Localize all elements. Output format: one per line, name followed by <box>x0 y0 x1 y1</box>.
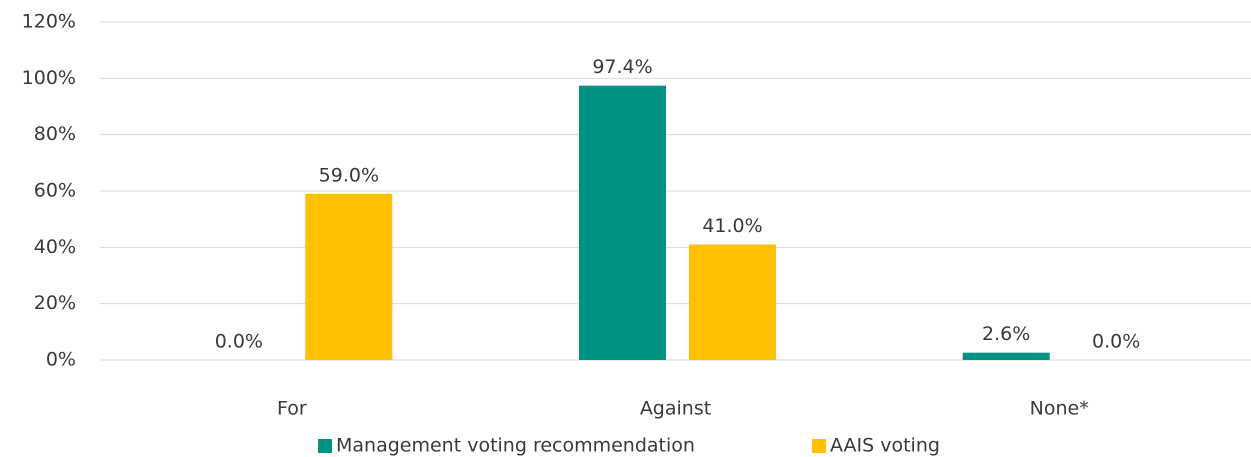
legend-swatch <box>812 439 826 453</box>
bar <box>962 352 1050 360</box>
data-label: 97.4% <box>592 56 652 78</box>
y-tick-label: 60% <box>34 180 76 202</box>
bar <box>305 193 393 360</box>
y-tick-label: 0% <box>46 349 76 371</box>
y-tick-label: 100% <box>22 67 76 89</box>
data-label: 0.0% <box>215 331 263 353</box>
x-tick-label: For <box>277 398 307 420</box>
legend-swatch <box>318 439 332 453</box>
x-tick-label: None* <box>1030 398 1089 420</box>
y-tick-label: 20% <box>34 292 76 314</box>
bar <box>689 244 776 360</box>
data-label: 59.0% <box>319 164 379 186</box>
data-label: 0.0% <box>1092 331 1140 353</box>
y-tick-label: 40% <box>34 236 76 258</box>
y-tick-label: 80% <box>34 123 76 145</box>
y-tick-label: 120% <box>22 11 76 33</box>
legend-label: Management voting recommendation <box>336 435 695 457</box>
bar <box>579 85 666 360</box>
legend-label: AAIS voting <box>830 435 940 457</box>
data-label: 41.0% <box>702 215 762 237</box>
data-label: 2.6% <box>982 323 1030 345</box>
x-tick-label: Against <box>640 398 711 420</box>
